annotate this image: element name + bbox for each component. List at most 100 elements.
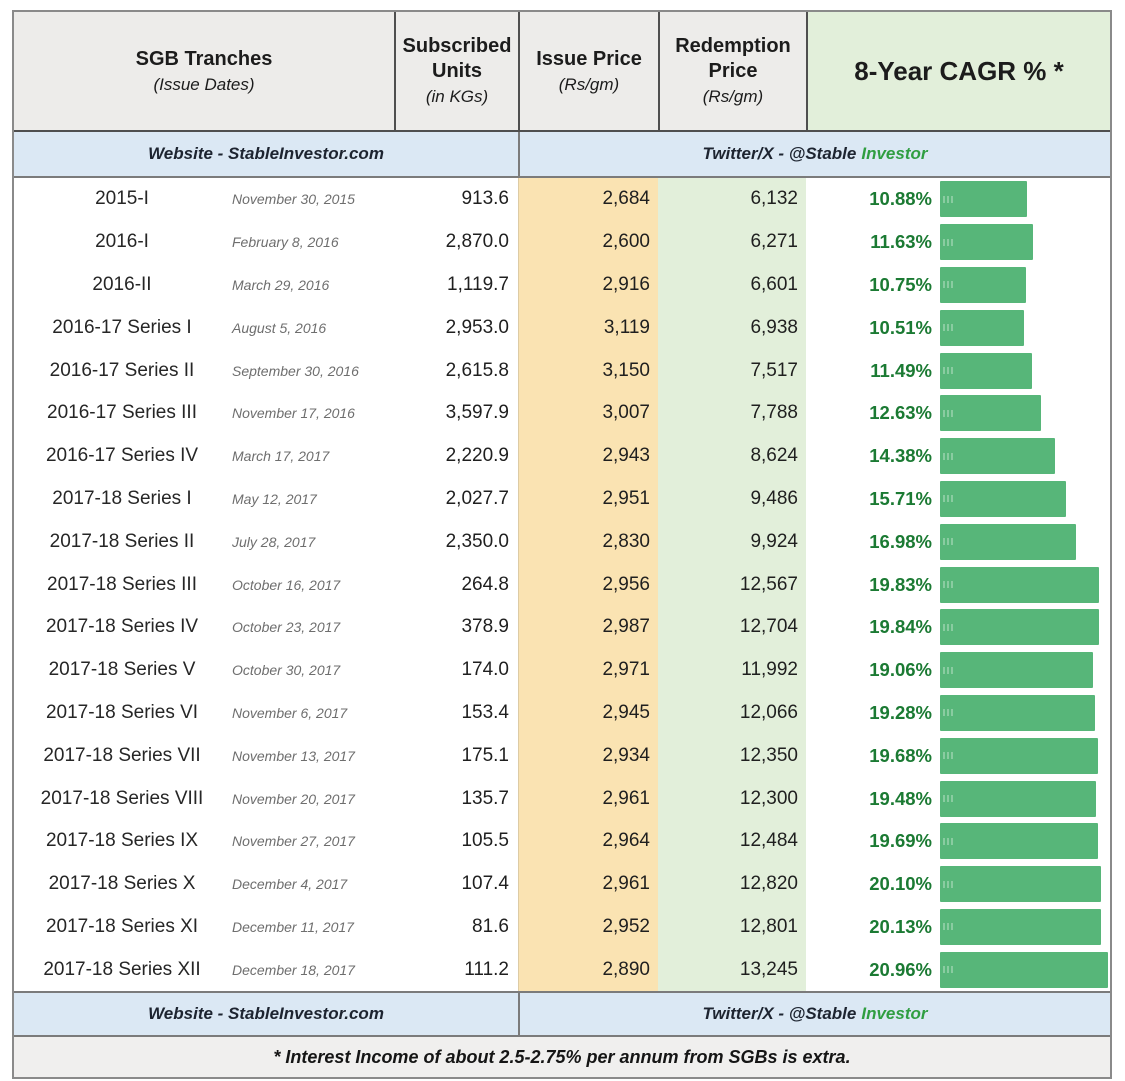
redemption-price-value: 9,924 <box>658 520 806 564</box>
redemption-price-value: 7,517 <box>658 349 806 392</box>
cagr-cell: 20.10% <box>806 863 1110 906</box>
twitter-handle: Twitter/X - @Stable <box>702 1004 857 1023</box>
issue-date: May 12, 2017 <box>232 490 317 507</box>
cagr-cell: 19.83% <box>806 563 1110 606</box>
tranche-name: 2016-I <box>95 231 149 253</box>
header-subtitle: (in KGs) <box>425 87 489 107</box>
subscribed-units-value: 105.5 <box>461 830 509 852</box>
tranche-name: 2017-18 Series II <box>49 530 195 552</box>
interest-footnote: * Interest Income of about 2.5-2.75% per… <box>14 1037 1110 1077</box>
issue-price-value: 2,964 <box>518 819 658 863</box>
subscribed-units-value: 378.9 <box>461 616 509 638</box>
redemption-price-value: 7,788 <box>658 391 806 435</box>
cagr-bar <box>940 908 1102 945</box>
tranche-name: 2017-18 Series III <box>47 573 197 595</box>
cagr-bar-track <box>940 566 1108 603</box>
issue-price-value: 2,600 <box>518 220 658 264</box>
header-title: 8-Year CAGR % * <box>854 55 1064 86</box>
cagr-cell: 11.63% <box>806 221 1110 264</box>
table-row: 2017-18 Series VIII November 20, 2017 13… <box>14 777 1110 820</box>
table-row: 2016-II March 29, 2016 1,119.7 2,916 6,6… <box>14 263 1110 307</box>
subscribed-units-value: 2,027.7 <box>445 487 509 509</box>
table-row: 2017-18 Series X December 4, 2017 107.4 … <box>14 862 1110 906</box>
cagr-bar <box>940 866 1102 903</box>
cagr-cell: 10.75% <box>806 264 1110 307</box>
cagr-value: 19.28% <box>869 701 932 723</box>
twitter-handle: Twitter/X - @Stable <box>702 144 857 163</box>
redemption-price-value: 12,066 <box>658 691 806 735</box>
cagr-bar <box>940 181 1028 218</box>
redemption-price-value: 13,245 <box>658 948 806 992</box>
subscribed-units-value: 135.7 <box>461 787 509 809</box>
issue-price-value: 2,934 <box>518 734 658 778</box>
cagr-value: 19.68% <box>869 744 932 766</box>
cagr-cell: 19.68% <box>806 734 1110 777</box>
cagr-bar-track <box>940 266 1108 303</box>
cagr-cell: 12.63% <box>806 392 1110 435</box>
cagr-bar-track <box>940 780 1108 817</box>
table-row: 2016-17 Series III November 17, 2016 3,5… <box>14 391 1110 435</box>
tranche-name: 2015-I <box>95 188 149 210</box>
subscribed-units-value: 2,953.0 <box>445 316 509 338</box>
table-row: 2017-18 Series VI November 6, 2017 153.4… <box>14 691 1110 735</box>
tranche-name: 2017-18 Series XII <box>43 958 201 980</box>
cagr-value: 20.10% <box>869 873 932 895</box>
cagr-cell: 19.28% <box>806 692 1110 735</box>
cagr-value: 19.06% <box>869 659 932 681</box>
cagr-bar-track <box>940 951 1108 988</box>
issue-price-value: 2,961 <box>518 777 658 820</box>
header-cagr: 8-Year CAGR % * <box>806 12 1110 130</box>
cagr-bar-track <box>940 480 1108 517</box>
issue-date: November 20, 2017 <box>232 790 355 807</box>
issue-price-value: 2,952 <box>518 905 658 949</box>
cagr-value: 12.63% <box>869 402 932 424</box>
issue-date: October 30, 2017 <box>232 662 341 679</box>
issue-price-value: 2,830 <box>518 520 658 564</box>
issue-price-value: 2,890 <box>518 948 658 992</box>
subscribed-units-value: 174.0 <box>461 659 509 681</box>
cagr-cell: 19.48% <box>806 777 1110 820</box>
subscribed-units-value: 175.1 <box>461 744 509 766</box>
issue-date: December 4, 2017 <box>232 876 348 893</box>
cagr-cell: 20.13% <box>806 906 1110 949</box>
tranche-name: 2016-17 Series IV <box>45 445 199 467</box>
cagr-value: 14.38% <box>869 445 932 467</box>
issue-date: December 18, 2017 <box>232 961 355 978</box>
issue-date: September 30, 2016 <box>232 362 359 379</box>
cagr-bar <box>940 438 1056 475</box>
cagr-bar-track <box>940 694 1108 731</box>
table-body: 2015-I November 30, 2015 913.6 2,684 6,1… <box>14 178 1110 992</box>
header-redemption-price: Redemption Price (Rs/gm) <box>658 12 806 130</box>
table-row: 2017-18 Series XI December 11, 2017 81.6… <box>14 905 1110 949</box>
tranche-name: 2017-18 Series X <box>48 873 196 895</box>
table-row: 2017-18 Series IV October 23, 2017 378.9… <box>14 605 1110 649</box>
issue-price-value: 2,943 <box>518 434 658 478</box>
cagr-cell: 19.06% <box>806 649 1110 692</box>
header-subscribed-units: Subscribed Units (in KGs) <box>394 12 518 130</box>
table-row: 2017-18 Series V October 30, 2017 174.0 … <box>14 648 1110 692</box>
issue-price-value: 2,951 <box>518 477 658 521</box>
tranche-name: 2016-17 Series II <box>49 359 195 381</box>
subscribed-units-value: 111.2 <box>464 958 509 980</box>
header-title: SGB Tranches <box>135 47 273 70</box>
cagr-bar-track <box>940 523 1108 560</box>
issue-date: November 30, 2015 <box>232 191 355 208</box>
cagr-bar-track <box>940 438 1108 475</box>
redemption-price-value: 12,567 <box>658 563 806 606</box>
tranche-name: 2017-18 Series XI <box>45 915 199 937</box>
redemption-price-value: 12,820 <box>658 862 806 906</box>
cagr-cell: 20.96% <box>806 948 1110 991</box>
redemption-price-value: 6,271 <box>658 220 806 264</box>
table-row: 2017-18 Series XII December 18, 2017 111… <box>14 948 1110 992</box>
table-row: 2017-18 Series II July 28, 2017 2,350.0 … <box>14 520 1110 564</box>
subscribed-units-value: 81.6 <box>472 915 509 937</box>
cagr-value: 20.96% <box>869 958 932 980</box>
cagr-bar-track <box>940 609 1108 646</box>
cagr-value: 10.75% <box>869 273 932 295</box>
redemption-price-value: 6,132 <box>658 178 806 221</box>
cagr-value: 15.71% <box>869 487 932 509</box>
redemption-price-value: 12,704 <box>658 605 806 649</box>
issue-date: December 11, 2017 <box>232 918 354 935</box>
header-sgb-tranches: SGB Tranches (Issue Dates) <box>14 12 394 130</box>
table-row: 2016-17 Series II September 30, 2016 2,6… <box>14 349 1110 392</box>
